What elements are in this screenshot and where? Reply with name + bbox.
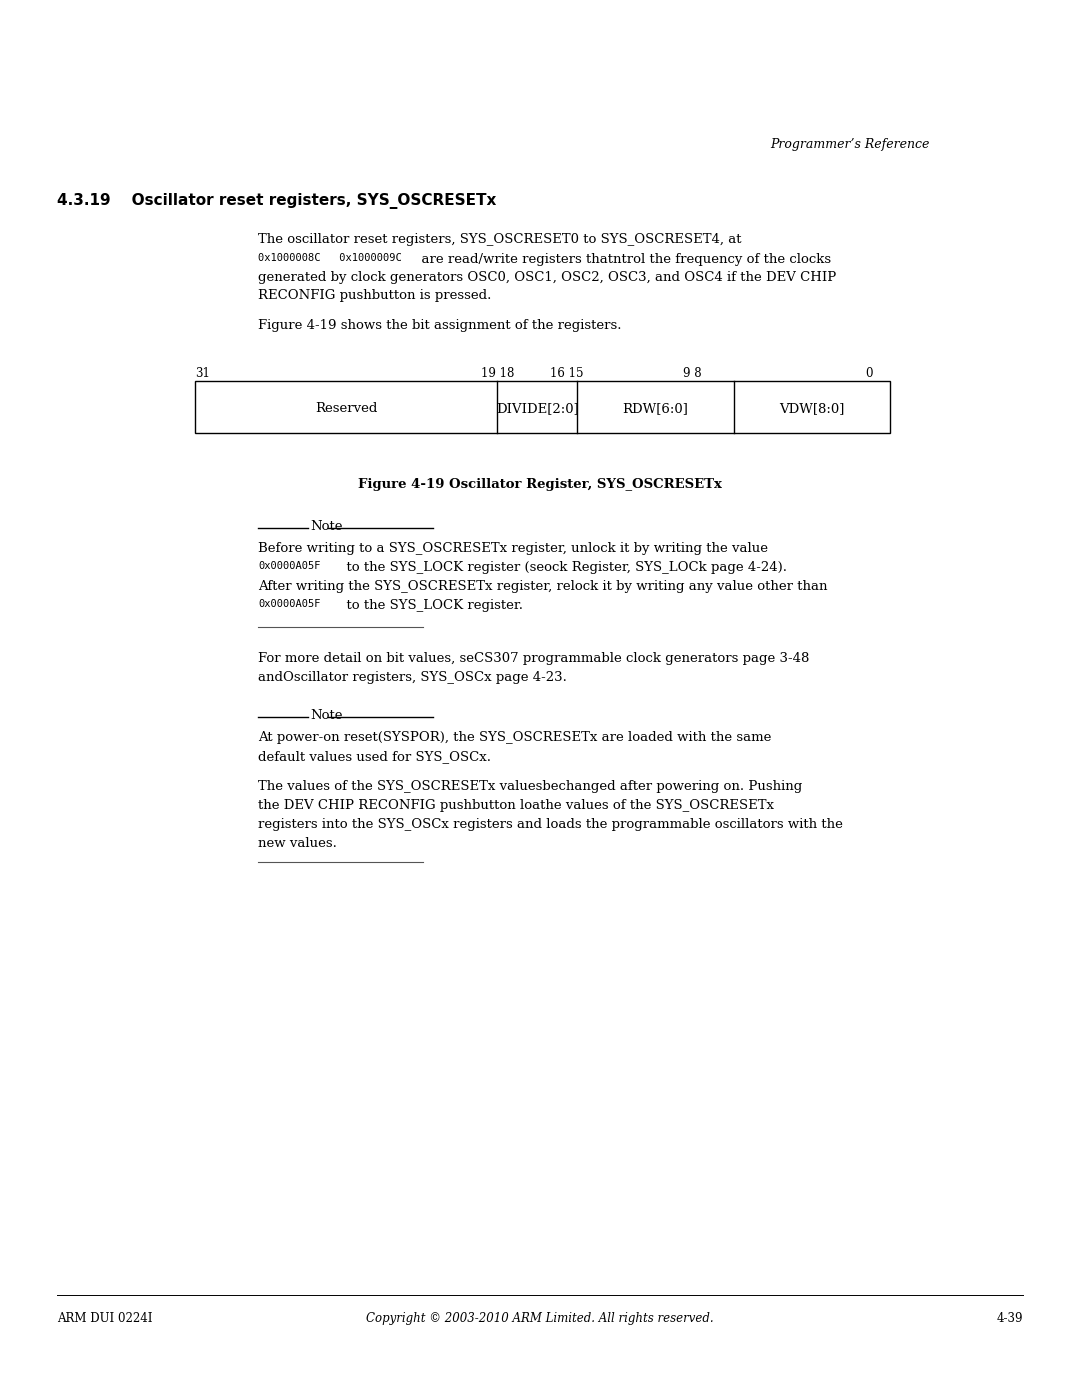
Text: Copyright © 2003-2010 ARM Limited. All rights reserved.: Copyright © 2003-2010 ARM Limited. All r… [366,1312,714,1324]
Text: RECONFIG pushbutton is pressed.: RECONFIG pushbutton is pressed. [258,289,491,302]
Text: DIVIDE[2:0]: DIVIDE[2:0] [496,402,579,415]
Text: new values.: new values. [258,837,337,849]
Text: to the SYS_LOCK register (s​eock Register, SYS_LOC​k page 4-24).: to the SYS_LOCK register (s​eock Registe… [338,562,787,574]
Text: Reserved: Reserved [315,402,377,415]
Text: 0: 0 [865,367,873,380]
Text: the DEV CHIP RECONFIG pushbutton lo​athe values of the SYS_OSCRESETx: the DEV CHIP RECONFIG pushbutton lo​athe… [258,799,774,812]
Text: registers into the SYS_OSCx registers and loads the programmable oscillators wit: registers into the SYS_OSCx registers an… [258,819,842,831]
Bar [195,381,890,433]
Text: Note: Note [310,710,342,722]
Text: RDW[6:0]: RDW[6:0] [622,402,688,415]
Text: After writing the SYS_OSCRESETx register, relock it by writing any value other t: After writing the SYS_OSCRESETx register… [258,580,827,592]
Text: 4-39: 4-39 [997,1312,1023,1324]
Text: Note: Note [310,520,342,534]
Text: 4.3.19    Oscillator reset registers, SYS_OSCRESETx: 4.3.19 Oscillator reset registers, SYS_O… [57,193,497,210]
Text: Figure 4-19 shows the bit assignment of the registers.: Figure 4-19 shows the bit assignment of … [258,319,621,332]
Text: Programmer’s Reference: Programmer’s Reference [770,138,930,151]
Text: At power-on reset​(SYSPOR), the SYS_OSCRESETx are loaded with the same: At power-on reset​(SYSPOR), the SYS_OSCR… [258,731,771,745]
Text: default values used for SYS_OSCx.: default values used for SYS_OSCx. [258,750,491,763]
Text: 0x0000A05F: 0x0000A05F [258,562,321,571]
Text: VDW[8:0]: VDW[8:0] [779,402,845,415]
Text: 0x0000A05F: 0x0000A05F [258,599,321,609]
Text: 0x1000008C   0x1000009C: 0x1000008C 0x1000009C [258,253,402,263]
Text: 31: 31 [195,367,210,380]
Text: 16 15: 16 15 [550,367,583,380]
Text: 19 18: 19 18 [481,367,514,380]
Text: ARM DUI 0224I: ARM DUI 0224I [57,1312,152,1324]
Text: The oscillator reset registers, SYS_OSCRESET0 to SYS_OSCRESET4, at: The oscillator reset registers, SYS_OSCR… [258,233,742,246]
Text: Before writing to a SYS_OSCRESETx register, unlock it by writing the value: Before writing to a SYS_OSCRESETx regist… [258,542,768,555]
Text: Figure 4-19 Oscillator Register, SYS_OSCRESETx: Figure 4-19 Oscillator Register, SYS_OSC… [359,478,721,490]
Text: andOscillator registers, SYS_OS​Cx page 4-23.: andOscillator registers, SYS_OS​Cx page … [258,671,567,685]
Text: are read/write registers that​ntrol the frequency of the clocks: are read/write registers that​ntrol the … [413,253,832,265]
Text: 9 8: 9 8 [683,367,701,380]
Text: For more detail on bit values, s​eCS307 programmable clock generators page 3-48: For more detail on bit values, s​eCS307 … [258,652,809,665]
Text: to the SYS_LOCK register.: to the SYS_LOCK register. [338,599,523,612]
Text: generated by clock generators OSC0, OSC​1, OSC2, OSC3, and OSC4 if the DEV CHIP: generated by clock generators OSC0, OSC​… [258,271,836,284]
Text: The values of the SYS_OSCRESETx values​bechanged after powering on. Pushing: The values of the SYS_OSCRESETx values​b… [258,780,802,793]
